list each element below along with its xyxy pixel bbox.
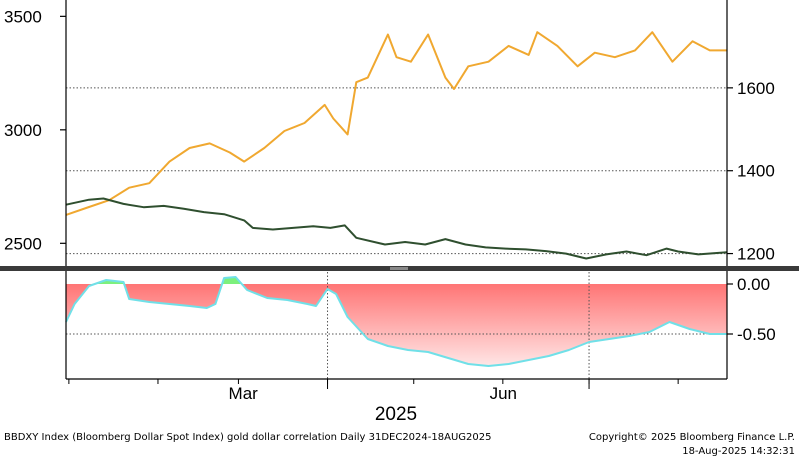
right-tick-label: 1200 bbox=[737, 245, 775, 264]
correlation-area-positive bbox=[66, 277, 727, 284]
gold-line bbox=[65, 31, 727, 216]
left-tick-label: 2500 bbox=[4, 234, 42, 253]
footer-copyright: Copyright© 2025 Bloomberg Finance L.P. bbox=[588, 432, 795, 443]
footer-description: BBDXY Index (Bloomberg Dollar Spot Index… bbox=[4, 432, 492, 443]
left-tick-label: 3500 bbox=[4, 7, 42, 26]
corr-tick-label: -0.50 bbox=[737, 325, 776, 344]
correlation-line bbox=[65, 276, 727, 367]
correlation-area-negative bbox=[66, 284, 727, 366]
divider-handle[interactable] bbox=[390, 267, 408, 270]
left-tick-label: 3000 bbox=[4, 121, 42, 140]
x-year-label: 2025 bbox=[375, 404, 417, 425]
dollar-line bbox=[65, 197, 728, 260]
ticks: 2500 3000 3500 1200 1400 1600 0.00 -0.50 Mar Jun 2… bbox=[4, 7, 776, 425]
axes bbox=[0, 0, 799, 380]
top-series bbox=[65, 31, 728, 260]
footer-timestamp: 18-Aug-2025 14:32:31 bbox=[682, 446, 795, 457]
right-tick-label: 1600 bbox=[737, 79, 775, 98]
top-grid bbox=[66, 87, 727, 255]
corr-tick-label: 0.00 bbox=[737, 275, 770, 294]
x-tick-label: Jun bbox=[490, 384, 517, 403]
x-tick-label: Mar bbox=[229, 384, 259, 403]
right-tick-label: 1400 bbox=[737, 162, 775, 181]
bottom-panel bbox=[65, 272, 727, 379]
